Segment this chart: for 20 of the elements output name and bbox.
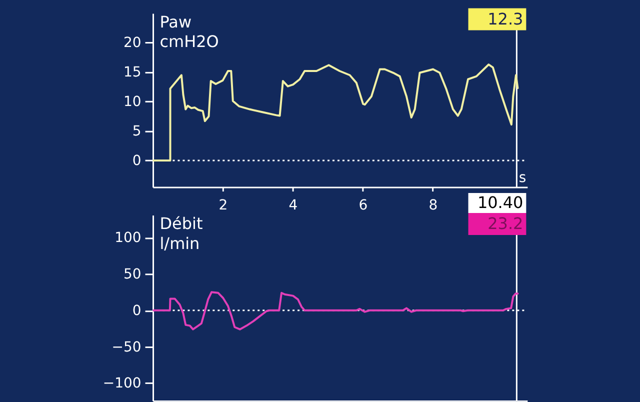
y-tick-label: 20 <box>124 35 142 52</box>
y-tick-label: −50 <box>112 339 142 356</box>
y-tick-label: 0 <box>132 302 142 319</box>
x-tick-label: 2 <box>218 197 228 214</box>
y-tick-label: −100 <box>102 376 142 392</box>
y-tick-label: 100 <box>114 230 142 246</box>
ref-line-label: 10.40 <box>477 192 524 212</box>
x-tick-label: 8 <box>428 197 438 214</box>
y-axis-title: Paw cmH2O <box>160 12 219 52</box>
y-tick-label: 5 <box>132 124 142 140</box>
x-tick-label: 6 <box>358 197 368 214</box>
x-tick-label: 4 <box>288 197 298 214</box>
y-tick-label: 0 <box>132 153 142 170</box>
annotation: 23.2 <box>488 214 524 233</box>
x-axis-title: s <box>518 170 526 186</box>
y-tick-label: 10 <box>124 94 142 110</box>
annotation: 12.3 <box>488 9 524 28</box>
y-tick-label: 50 <box>124 266 142 282</box>
y-axis-title: Débit l/min <box>160 214 203 253</box>
y-tick-label: 15 <box>124 64 142 81</box>
